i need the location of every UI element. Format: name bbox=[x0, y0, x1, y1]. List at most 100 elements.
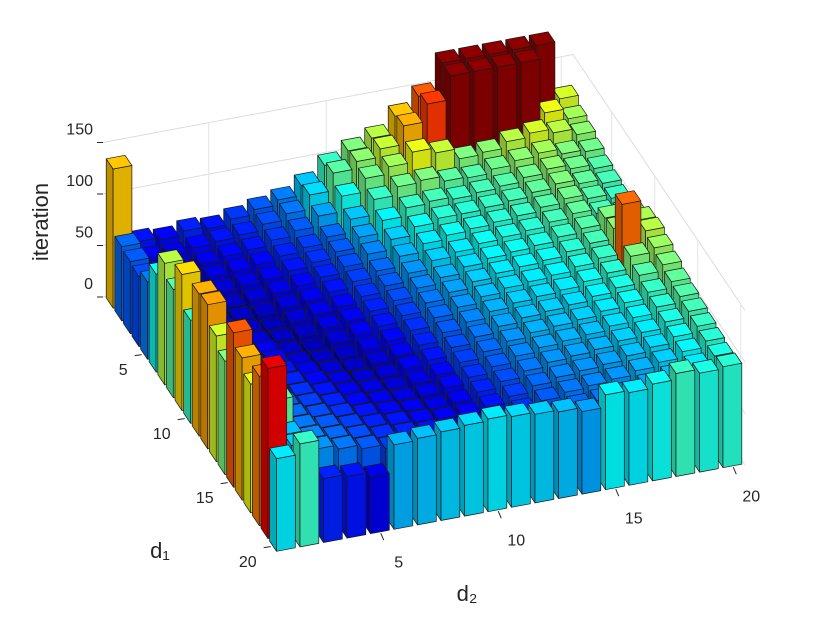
bar-top bbox=[383, 225, 411, 240]
bar-front-face bbox=[346, 472, 367, 539]
bar-top bbox=[508, 342, 535, 357]
bar-left-face bbox=[114, 236, 123, 322]
bar-top bbox=[346, 423, 373, 439]
bar-front-face bbox=[511, 412, 531, 508]
bar-top bbox=[501, 186, 528, 202]
bar-top bbox=[382, 376, 409, 391]
bar-top bbox=[475, 138, 502, 153]
bar-top bbox=[321, 278, 349, 293]
bar-top bbox=[499, 127, 526, 143]
bar-top bbox=[439, 221, 466, 236]
bar-front-face bbox=[581, 407, 602, 495]
x-tick bbox=[380, 533, 385, 541]
bar-top bbox=[422, 187, 449, 202]
bar-top bbox=[328, 237, 355, 253]
bar-top bbox=[672, 282, 700, 297]
bar-top bbox=[623, 242, 650, 257]
layer: 0 50 100 150 5 10 15 20 5 10 15 20 bbox=[66, 122, 760, 572]
bar-top bbox=[366, 185, 394, 200]
bar-top bbox=[340, 136, 368, 152]
bar-top bbox=[428, 138, 455, 154]
bar-top bbox=[392, 242, 419, 257]
bar-top bbox=[200, 290, 227, 306]
bar-front-face bbox=[652, 380, 672, 482]
bar-top bbox=[305, 402, 332, 418]
bar-top bbox=[576, 267, 603, 283]
bar-top bbox=[405, 369, 433, 385]
bar-top bbox=[692, 359, 719, 374]
bar-top bbox=[505, 35, 532, 51]
bar-top bbox=[580, 184, 607, 199]
bar-top bbox=[458, 44, 485, 60]
bar-top bbox=[341, 356, 368, 372]
y-tick bbox=[263, 546, 271, 549]
bar-left-face bbox=[174, 263, 183, 411]
bar-top bbox=[535, 246, 563, 261]
bar-top bbox=[157, 249, 184, 264]
y-tick-label: 10 bbox=[153, 426, 171, 443]
bar-top bbox=[520, 267, 548, 283]
bar-top bbox=[585, 282, 612, 297]
bar-top bbox=[563, 154, 590, 170]
bar-top bbox=[288, 381, 315, 396]
bar-top bbox=[424, 246, 451, 262]
z-tick-label: 0 bbox=[84, 276, 93, 293]
bar-top bbox=[331, 434, 358, 450]
bar-top bbox=[274, 294, 302, 309]
bar-top bbox=[657, 307, 685, 323]
bar-left-face bbox=[243, 373, 252, 514]
bar-top bbox=[264, 226, 291, 241]
bar-top bbox=[152, 225, 180, 240]
bar-top bbox=[617, 288, 644, 304]
bar-top bbox=[482, 297, 509, 312]
bar-top bbox=[476, 337, 503, 353]
bar-top bbox=[176, 216, 203, 232]
bar-top bbox=[538, 297, 565, 312]
bar-top bbox=[330, 293, 357, 308]
bar-top bbox=[501, 382, 529, 397]
bar-front-face bbox=[299, 440, 320, 548]
z-axis-label: iteration bbox=[28, 183, 53, 261]
bar-left-face bbox=[166, 278, 174, 399]
bar-top bbox=[534, 386, 561, 402]
bar-top bbox=[384, 410, 411, 426]
bar-top bbox=[586, 154, 614, 169]
bar-top bbox=[559, 237, 586, 253]
bar-top bbox=[410, 424, 437, 439]
bar-top bbox=[598, 380, 625, 396]
bar-top bbox=[335, 380, 362, 396]
y-tick bbox=[220, 482, 228, 485]
bar-top bbox=[495, 223, 522, 238]
bar-top bbox=[466, 57, 494, 72]
bar-top bbox=[358, 164, 385, 179]
bar-top bbox=[303, 370, 330, 385]
bar-top bbox=[471, 229, 498, 245]
bar-top bbox=[493, 367, 520, 382]
y-tick-label: 15 bbox=[196, 490, 214, 507]
bar-top bbox=[490, 53, 517, 68]
bar-top bbox=[313, 263, 340, 278]
bar-left-face bbox=[148, 263, 157, 373]
bar-top bbox=[354, 434, 382, 450]
bar-top bbox=[452, 144, 479, 160]
bar-top bbox=[371, 312, 398, 327]
bar-top bbox=[123, 247, 150, 262]
bar-top bbox=[507, 146, 535, 162]
bar-top bbox=[499, 327, 527, 342]
bar-top bbox=[638, 216, 665, 232]
bar-top bbox=[343, 205, 370, 220]
bar-top bbox=[645, 369, 672, 385]
bar-top bbox=[516, 163, 543, 178]
bar-top bbox=[429, 361, 456, 376]
bar-top bbox=[604, 365, 631, 380]
bar-top bbox=[278, 199, 306, 215]
bar-top bbox=[572, 356, 599, 372]
z-tick-label: 150 bbox=[66, 122, 93, 139]
bar-top bbox=[360, 240, 387, 255]
x-tick-label: 20 bbox=[742, 488, 760, 505]
bar-top bbox=[105, 154, 133, 170]
bar-front-face bbox=[699, 369, 719, 473]
bar-left-face bbox=[200, 294, 209, 450]
bar-top bbox=[649, 293, 676, 308]
x-axis-label: d₂ bbox=[457, 581, 478, 606]
